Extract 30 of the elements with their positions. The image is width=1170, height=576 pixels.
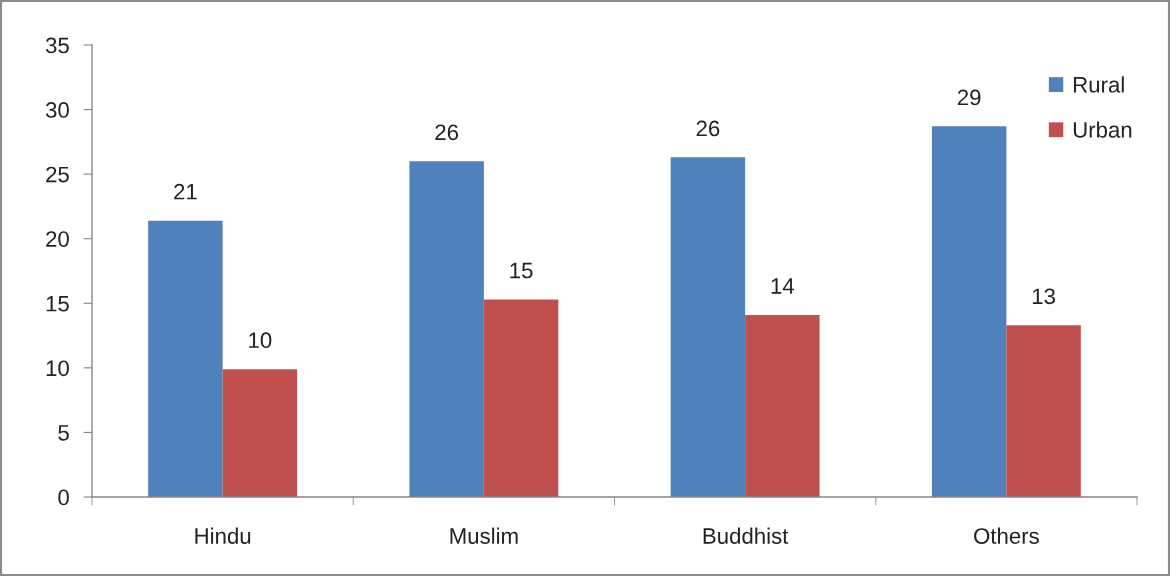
y-tick-label: 5 — [58, 425, 69, 441]
bar — [670, 157, 746, 497]
y-tick-label: 25 — [46, 166, 69, 183]
data-label: 29 — [957, 89, 981, 106]
x-tick-label: Buddhist — [703, 527, 789, 544]
bar — [931, 126, 1007, 497]
bar — [409, 161, 484, 497]
x-tick-label: Others — [974, 527, 1039, 544]
bar — [222, 369, 298, 497]
bar — [745, 314, 820, 497]
data-label: 26 — [435, 124, 459, 141]
bar — [148, 220, 223, 497]
data-label: 13 — [1032, 288, 1055, 305]
y-tick-label: 35 — [45, 37, 69, 54]
y-tick-label: 20 — [46, 231, 69, 247]
data-label: 21 — [174, 183, 197, 200]
legend-label: Rural — [1073, 76, 1124, 93]
data-label: 26 — [696, 120, 720, 137]
bar — [1006, 325, 1081, 497]
legend-label: Urban — [1073, 121, 1132, 138]
data-label: 10 — [249, 332, 272, 349]
x-tick-label: Hindu — [195, 527, 251, 544]
y-tick-label: 10 — [46, 360, 69, 377]
y-tick-label: 15 — [46, 296, 69, 312]
x-tick-label: Muslim — [450, 527, 518, 544]
bar — [483, 299, 559, 497]
data-label: 14 — [771, 278, 795, 294]
y-tick-label: 0 — [58, 489, 69, 506]
data-label: 15 — [510, 262, 533, 279]
y-tick-label: 30 — [45, 102, 69, 118]
